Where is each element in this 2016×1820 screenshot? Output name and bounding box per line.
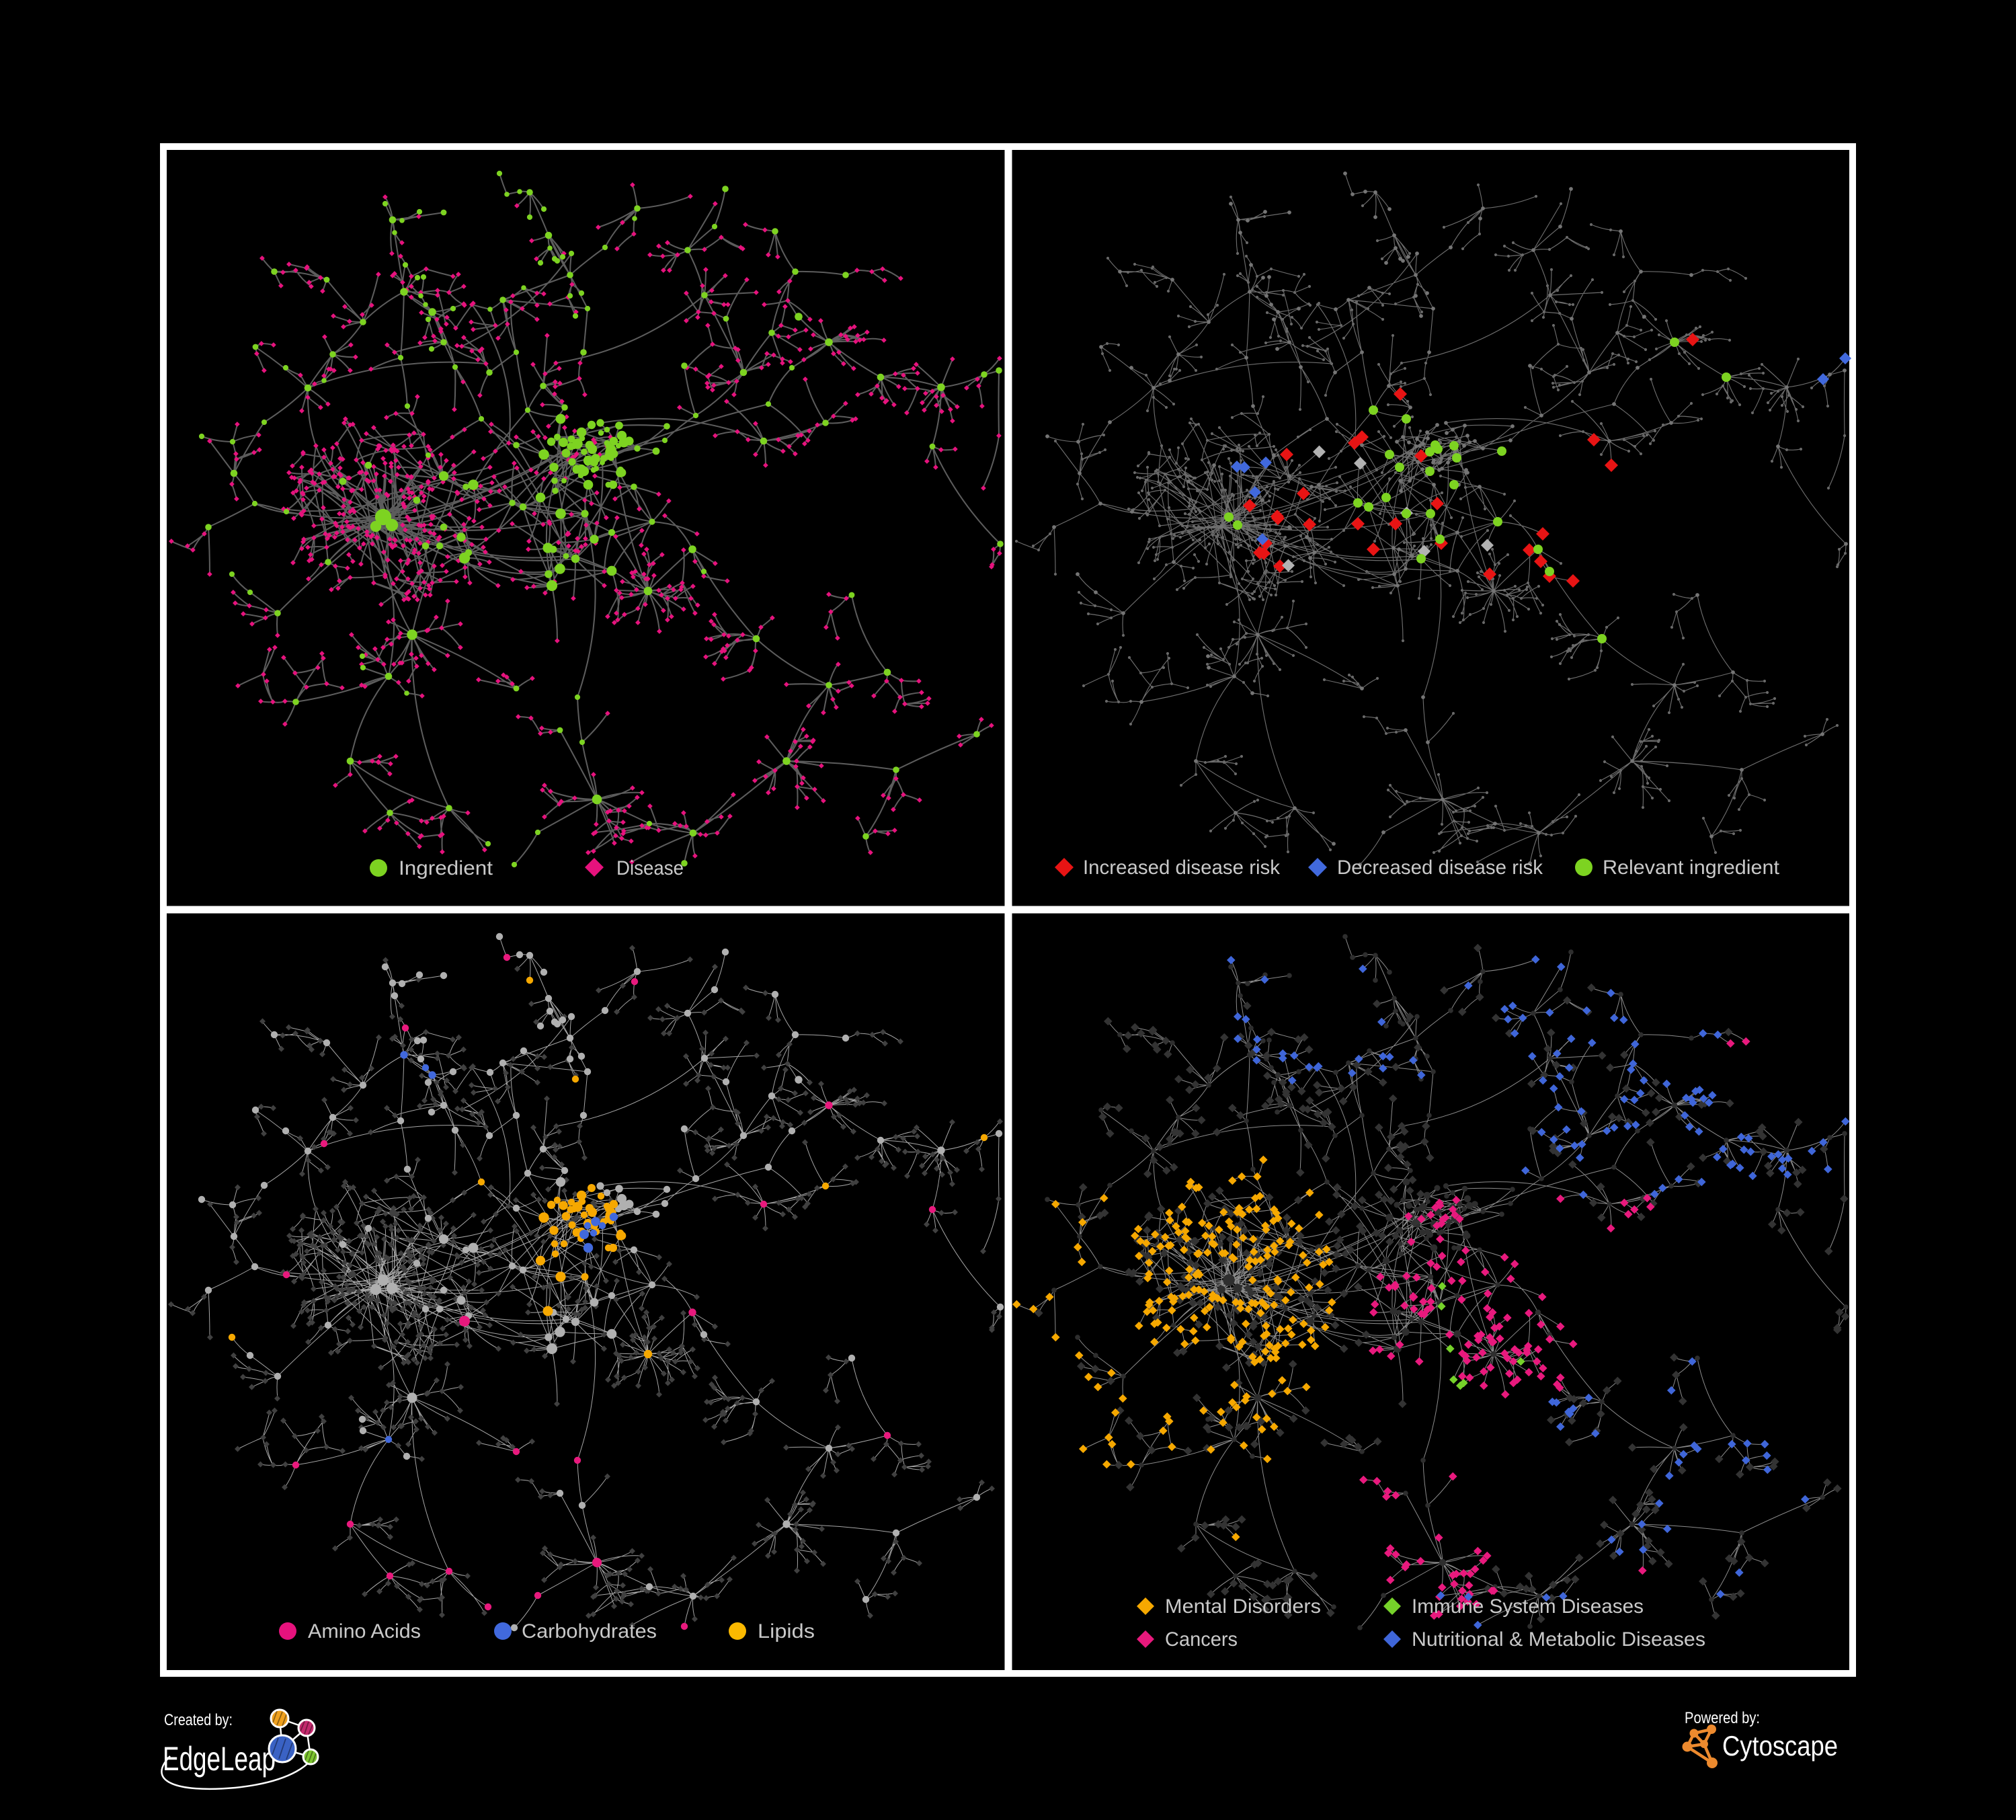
svg-text:Powered by:: Powered by: (1685, 1709, 1760, 1727)
svg-text:Ingredient: Ingredient (399, 857, 493, 879)
svg-text:Lipids: Lipids (758, 1620, 815, 1643)
svg-text:EdgeLeap: EdgeLeap (163, 1740, 276, 1778)
svg-text:Mental Disorders: Mental Disorders (1165, 1595, 1321, 1618)
svg-text:Cancers: Cancers (1165, 1628, 1238, 1651)
svg-text:Disease: Disease (616, 857, 684, 879)
svg-text:Immune System Diseases: Immune System Diseases (1412, 1595, 1644, 1618)
svg-text:Created by:: Created by: (164, 1711, 233, 1729)
svg-text:Nutritional & Metabolic Diseas: Nutritional & Metabolic Diseases (1412, 1628, 1705, 1651)
svg-text:Carbohydrates: Carbohydrates (522, 1620, 657, 1643)
svg-text:Relevant ingredient: Relevant ingredient (1603, 857, 1780, 879)
svg-text:Cytoscape: Cytoscape (1722, 1730, 1838, 1762)
svg-text:Increased disease risk: Increased disease risk (1083, 857, 1281, 879)
svg-text:Amino Acids: Amino Acids (308, 1620, 421, 1643)
svg-text:Decreased disease risk: Decreased disease risk (1337, 857, 1543, 879)
